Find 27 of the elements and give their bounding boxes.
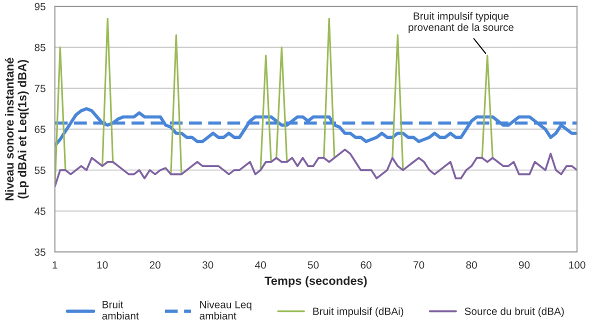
line-series (54, 148, 578, 188)
x-tick-label: 60 (360, 261, 372, 269)
legend-label: Niveau Leq ambiant (200, 300, 252, 320)
line-series (54, 107, 578, 148)
y-tick-label: 65 (34, 126, 46, 134)
legend-label: Bruit impulsif (dBAi) (313, 307, 404, 318)
y-tick-label: 45 (34, 208, 46, 215)
x-tick-label: 70 (414, 261, 424, 269)
legend-label: Source du bruit (dBA) (464, 307, 564, 318)
x-tick-label: 10 (97, 261, 108, 269)
x-tick-label: 80 (466, 261, 477, 269)
x-tick-label: 100 (569, 261, 586, 269)
x-tick-label: 20 (150, 261, 160, 269)
y-tick-label: 95 (34, 2, 46, 10)
y-tick-label: 85 (34, 44, 46, 52)
y-tick-label: 55 (34, 166, 46, 174)
x-tick-label: 1 (52, 261, 58, 269)
y-axis-title: Niveau sonore instantané (Lp dBAi et Leq(1s) dBA) (4, 58, 29, 200)
y-tick-label: 75 (34, 84, 46, 92)
legend-label: Bruit ambiant (102, 300, 139, 320)
x-tick-label: 30 (202, 261, 214, 269)
y-tick-label: 35 (34, 248, 46, 256)
x-tick-label: 40 (255, 261, 266, 269)
annotation: Bruit impulsif typique provenant de la source (408, 12, 514, 34)
x-tick-label: 90 (518, 261, 530, 269)
x-axis-title: Temps (secondes) (264, 276, 367, 288)
x-tick-label: 50 (308, 261, 319, 269)
